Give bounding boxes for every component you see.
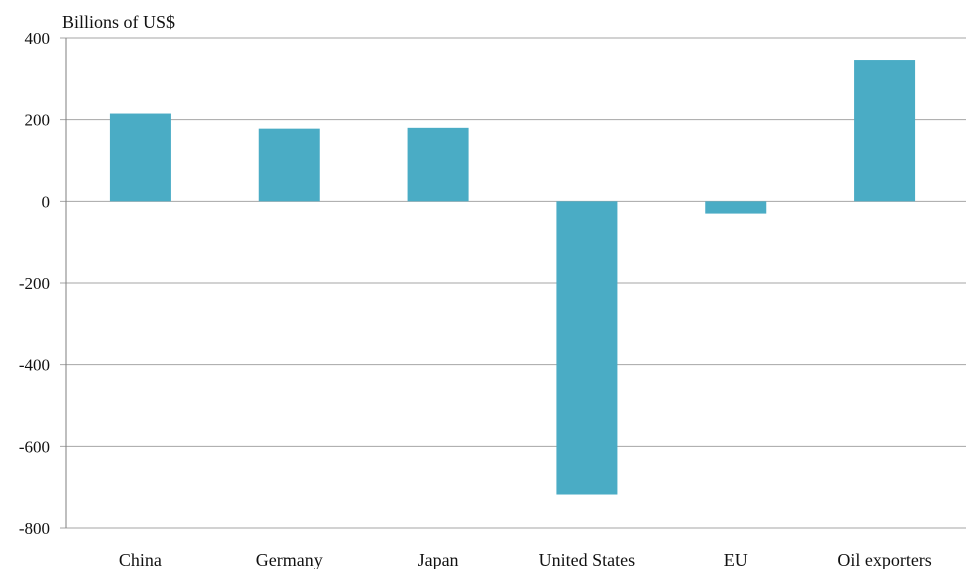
category-label: Oil exporters [837,550,931,569]
bars [110,60,915,494]
y-tick-label: 200 [25,111,51,130]
category-labels: China Germany Japan United States EU Oil expo… [119,550,932,569]
y-tick-labels: 400 200 0 -200 -400 -600 -800 [19,29,50,538]
y-axis-label: Billions of US$ [62,12,175,32]
bar-oil-exporters [854,60,915,201]
y-tick-label: 0 [42,192,51,211]
y-tick-label: -400 [19,356,50,375]
bar-japan [408,128,469,202]
y-tick-label: -200 [19,274,50,293]
y-tick-label: -800 [19,519,50,538]
category-label: Japan [418,550,459,569]
bar-eu [705,201,766,213]
category-label: United States [539,550,636,569]
y-tick-label: -600 [19,437,50,456]
bar-united-states [556,201,617,494]
y-tick-label: 400 [25,29,51,48]
bar-germany [259,129,320,202]
gridlines [60,38,966,528]
category-label: Germany [256,550,323,569]
category-label: China [119,550,162,569]
bar-china [110,114,171,202]
category-label: EU [724,550,748,569]
